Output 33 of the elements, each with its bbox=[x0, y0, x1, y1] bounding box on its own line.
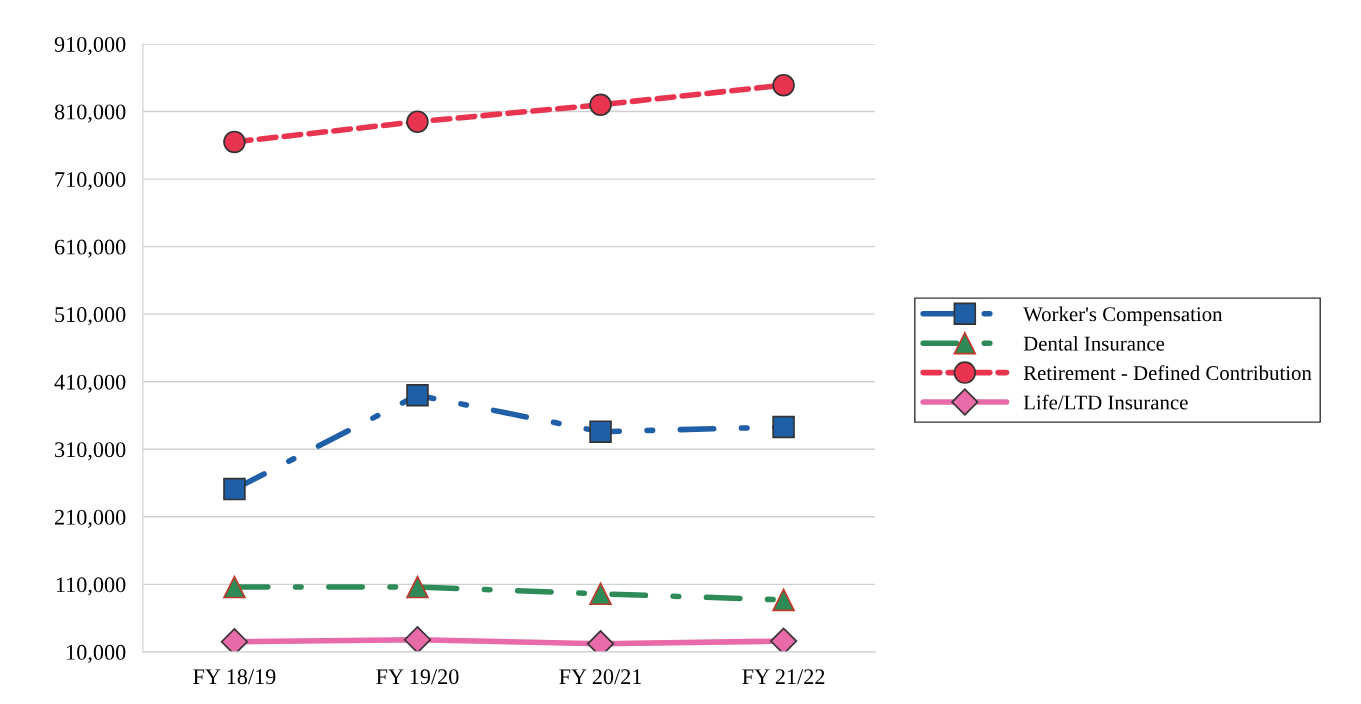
y-tick-label: 310,000 bbox=[55, 442, 126, 461]
point bbox=[772, 73, 795, 97]
y-tick-label: 210,000 bbox=[54, 509, 126, 528]
point bbox=[589, 93, 612, 117]
point bbox=[220, 628, 249, 652]
y-tick-label: 910,000 bbox=[54, 36, 126, 56]
legend-label: Dental Insurance bbox=[1023, 336, 1165, 351]
legend-label: Retirement - Defined Contribution bbox=[1023, 365, 1312, 381]
y-tick-label: 110,000 bbox=[56, 577, 126, 596]
y-tick-label: 710,000 bbox=[55, 172, 126, 191]
point bbox=[772, 415, 795, 439]
y-tick-label: 610,000 bbox=[54, 239, 126, 258]
x-tick-label: FY 18/19 bbox=[193, 669, 276, 685]
y-tick-label: 510,000 bbox=[55, 307, 126, 326]
y-tick-label: 810,000 bbox=[54, 104, 126, 123]
x-tick-label: FY 19/20 bbox=[376, 669, 459, 685]
point bbox=[406, 575, 429, 599]
y-tick-label: 10,000 bbox=[67, 644, 126, 664]
point bbox=[403, 626, 432, 652]
point bbox=[223, 477, 246, 501]
legend-label: Worker's Compensation bbox=[1023, 306, 1223, 326]
x-tick-label: FY 20/21 bbox=[559, 669, 642, 685]
point bbox=[589, 582, 612, 606]
point bbox=[589, 420, 612, 443]
x-tick-label: FY 21/22 bbox=[742, 669, 825, 685]
point bbox=[772, 588, 795, 612]
point bbox=[223, 575, 246, 599]
point bbox=[406, 383, 429, 407]
point bbox=[223, 130, 246, 154]
legend-label: Life/LTD Insurance bbox=[1023, 394, 1188, 410]
point bbox=[406, 110, 429, 133]
point bbox=[769, 627, 798, 652]
y-tick-label: 410,000 bbox=[54, 374, 126, 393]
